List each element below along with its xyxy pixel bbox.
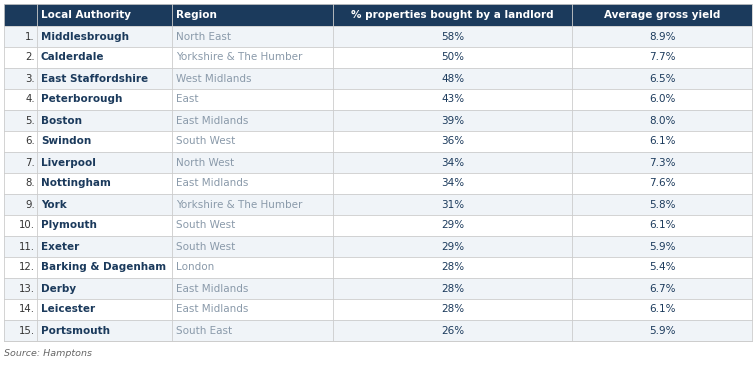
Text: 50%: 50% [442,52,464,62]
Text: 5.8%: 5.8% [649,199,676,209]
Bar [4,257,752,278]
Text: 7.7%: 7.7% [649,52,676,62]
Text: 6.: 6. [25,137,35,147]
Text: East Midlands: East Midlands [176,115,249,125]
Text: 14.: 14. [19,305,35,314]
Text: 28%: 28% [442,283,464,294]
Text: Swindon: Swindon [41,137,91,147]
Text: 34%: 34% [442,179,464,189]
Text: Yorkshire & The Humber: Yorkshire & The Humber [176,199,302,209]
Text: South East: South East [176,326,232,336]
Bar [4,215,752,236]
Text: 6.7%: 6.7% [649,283,676,294]
Text: 7.6%: 7.6% [649,179,676,189]
Bar [4,320,752,341]
Text: 13.: 13. [19,283,35,294]
Bar [4,47,752,68]
Text: East Midlands: East Midlands [176,283,249,294]
Text: Portsmouth: Portsmouth [41,326,110,336]
Text: Nottingham: Nottingham [41,179,111,189]
Text: Plymouth: Plymouth [41,221,97,231]
Text: Local Authority: Local Authority [41,10,131,20]
Bar [4,68,752,89]
Text: Exeter: Exeter [41,241,79,251]
Text: Middlesbrough: Middlesbrough [41,32,129,42]
Text: South West: South West [176,221,236,231]
Text: East Staffordshire: East Staffordshire [41,74,148,83]
Text: % properties bought by a landlord: % properties bought by a landlord [352,10,554,20]
Text: 5.4%: 5.4% [649,263,676,273]
Bar [4,131,752,152]
Text: 3.: 3. [25,74,35,83]
Text: 43%: 43% [442,94,464,105]
Text: Calderdale: Calderdale [41,52,104,62]
Text: Yorkshire & The Humber: Yorkshire & The Humber [176,52,302,62]
Text: 28%: 28% [442,263,464,273]
Text: North East: North East [176,32,231,42]
Text: North West: North West [176,157,234,167]
Text: Peterborough: Peterborough [41,94,122,105]
Text: 7.3%: 7.3% [649,157,676,167]
Bar [4,194,752,215]
Text: South West: South West [176,137,236,147]
Text: 11.: 11. [19,241,35,251]
Bar [4,4,752,26]
Text: 26%: 26% [442,326,464,336]
Text: 5.9%: 5.9% [649,241,676,251]
Bar [4,110,752,131]
Text: East Midlands: East Midlands [176,305,249,314]
Bar [4,89,752,110]
Text: South West: South West [176,241,236,251]
Text: Leicester: Leicester [41,305,95,314]
Text: 39%: 39% [442,115,464,125]
Text: 5.9%: 5.9% [649,326,676,336]
Text: London: London [176,263,215,273]
Text: 6.1%: 6.1% [649,221,676,231]
Text: Barking & Dagenham: Barking & Dagenham [41,263,166,273]
Text: East: East [176,94,199,105]
Text: York: York [41,199,67,209]
Bar [4,299,752,320]
Text: East Midlands: East Midlands [176,179,249,189]
Text: 10.: 10. [19,221,35,231]
Bar [4,152,752,173]
Text: 6.1%: 6.1% [649,137,676,147]
Text: 2.: 2. [25,52,35,62]
Text: Source: Hamptons: Source: Hamptons [4,349,92,358]
Text: 34%: 34% [442,157,464,167]
Text: Region: Region [176,10,217,20]
Bar [4,173,752,194]
Text: Derby: Derby [41,283,76,294]
Text: 4.: 4. [25,94,35,105]
Text: 9.: 9. [25,199,35,209]
Bar [4,278,752,299]
Bar [4,26,752,47]
Text: 29%: 29% [442,241,464,251]
Text: Liverpool: Liverpool [41,157,96,167]
Text: 48%: 48% [442,74,464,83]
Text: 8.0%: 8.0% [649,115,675,125]
Text: 58%: 58% [442,32,464,42]
Text: 1.: 1. [25,32,35,42]
Text: 15.: 15. [19,326,35,336]
Text: 6.0%: 6.0% [649,94,675,105]
Text: 36%: 36% [442,137,464,147]
Text: 28%: 28% [442,305,464,314]
Text: 5.: 5. [25,115,35,125]
Bar [4,236,752,257]
Text: Average gross yield: Average gross yield [604,10,720,20]
Text: 12.: 12. [19,263,35,273]
Text: 29%: 29% [442,221,464,231]
Text: 6.1%: 6.1% [649,305,676,314]
Text: 31%: 31% [442,199,464,209]
Text: 8.: 8. [25,179,35,189]
Text: 6.5%: 6.5% [649,74,676,83]
Text: West Midlands: West Midlands [176,74,252,83]
Text: 8.9%: 8.9% [649,32,676,42]
Text: Boston: Boston [41,115,82,125]
Text: 7.: 7. [25,157,35,167]
